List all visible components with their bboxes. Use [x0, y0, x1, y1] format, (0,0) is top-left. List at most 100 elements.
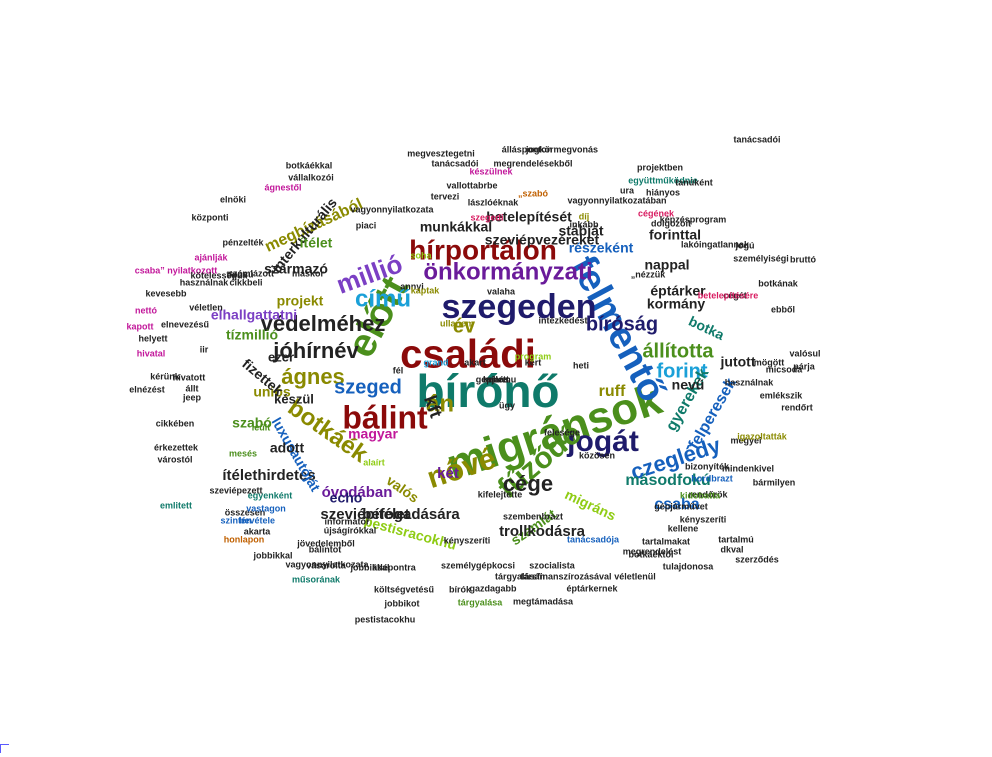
word-162: leült [252, 422, 271, 432]
word-173: betelepítésére [698, 290, 759, 300]
word-196: műsorának [292, 574, 341, 584]
word-138: emlékszik [760, 390, 804, 400]
word-25: án [426, 390, 454, 417]
word-87: személygépkocsi [441, 560, 515, 570]
word-187: kért [525, 357, 542, 367]
word-107: kevesebb [145, 288, 187, 298]
word-190: iir [200, 344, 209, 354]
word-43: két [437, 465, 459, 482]
word-62: forinttal [649, 227, 701, 243]
word-59: szeviépvezéreket [485, 232, 600, 248]
word-155: kényszeríti [444, 535, 491, 545]
word-133: valósul [789, 348, 820, 358]
word-65: kormány [647, 296, 706, 312]
word-104: kapott [127, 321, 154, 331]
word-130: botkának [758, 278, 799, 288]
word-80: megtámadása [513, 596, 574, 606]
word-15: ágnes [281, 364, 345, 389]
word-118: jogkörmegvonás [525, 144, 598, 154]
word-184: akart [464, 357, 486, 367]
word-82: tárgyalása [458, 597, 504, 607]
word-164: készülnek [469, 166, 513, 176]
word-2: családi [400, 333, 536, 377]
word-99: várostól [157, 454, 192, 464]
word-200: pestistacokhu [355, 614, 416, 624]
word-74: tartalmakat [642, 536, 690, 546]
word-58: betelepítését [486, 209, 572, 225]
word-48: uniós [253, 384, 291, 400]
word-201: jobbikkal [349, 562, 389, 572]
word-86: vagyonnyilatkozata [285, 559, 369, 569]
word-77: véletlenül [614, 571, 656, 581]
word-75: tárgyalásán [495, 571, 545, 581]
word-157: közösen [579, 450, 615, 460]
word-114: ágnestől [264, 182, 301, 192]
word-23: cége [503, 471, 553, 496]
word-97: szeviépezett [209, 485, 262, 495]
word-182: kaptak [411, 285, 441, 295]
word-143: bármilyen [753, 477, 796, 487]
word-91: informátor [325, 516, 370, 526]
word-167: tanúként [675, 177, 713, 187]
word-178: máskor [292, 268, 325, 278]
word-188: ügy [499, 400, 515, 410]
word-20: forint [656, 360, 707, 382]
word-212: díj [579, 211, 590, 221]
word-166: piaci [356, 220, 377, 230]
word-94: honlapon [224, 534, 265, 544]
word-168: hiányos [646, 187, 680, 197]
word-193: emlitett [160, 500, 192, 510]
word-177: számlázott [228, 268, 274, 278]
word-54: származó [264, 261, 328, 277]
word-69: készül [274, 391, 314, 406]
word-81: jobbikot [384, 598, 420, 608]
word-61: részeként [569, 240, 634, 256]
word-83: költségvetésű [374, 584, 434, 594]
word-122: együttműködnie [628, 175, 698, 185]
word-147: szerződés [735, 554, 779, 564]
word-60: stábját [558, 223, 603, 239]
word-156: kifelejtette [478, 489, 523, 499]
word-63: nappal [644, 257, 689, 273]
word-103: hivatal [137, 348, 166, 358]
word-145: dkval [720, 544, 743, 554]
word-72: bizonyíték [685, 461, 730, 471]
word-135: mögött [754, 357, 785, 367]
word-141: mindenkivel [722, 463, 774, 473]
word-183: grand [423, 357, 448, 367]
word-102: kérünk [150, 371, 181, 381]
word-26: év [453, 315, 476, 337]
word-197: vásárolta [306, 560, 347, 570]
word-195: akarta [244, 526, 272, 536]
word-111: pénzelték [222, 237, 264, 247]
word-139: rendőrt [781, 402, 813, 412]
word-38: szeviépítélet [320, 506, 409, 523]
word-163: tervezi [431, 191, 460, 201]
word-121: projektben [637, 162, 683, 172]
word-47: szabó [232, 415, 272, 431]
word-32: másodfokú [625, 472, 710, 489]
word-14: jóhírnév [272, 338, 359, 363]
word-21: szeged [334, 376, 402, 398]
word-125: dolgozóit [651, 218, 691, 228]
word-1: bírónő [416, 365, 559, 417]
word-64: éptárker [650, 283, 706, 299]
word-127: lakóingatlannak [681, 239, 750, 249]
word-176: kötelességük [190, 270, 248, 280]
word-88: jobbikkal [252, 550, 292, 560]
word-112: központi [192, 212, 229, 222]
word-144: tartalmú [718, 534, 754, 544]
word-110: ajánlják [194, 252, 228, 262]
word-95: vastagon [246, 503, 286, 513]
word-148: tulajdonosa [663, 561, 714, 571]
word-129: személyiségi [733, 253, 789, 263]
word-40: óvodában [322, 484, 393, 501]
word-198: átlépontra [372, 562, 417, 572]
word-37: befogadására [362, 506, 460, 523]
word-34: migráns [562, 486, 618, 524]
word-214: kellett [483, 374, 509, 384]
word-18: bíróság [586, 313, 658, 335]
word-151: botkáéktól [628, 549, 673, 559]
word-115: vállalkozói [288, 172, 334, 182]
